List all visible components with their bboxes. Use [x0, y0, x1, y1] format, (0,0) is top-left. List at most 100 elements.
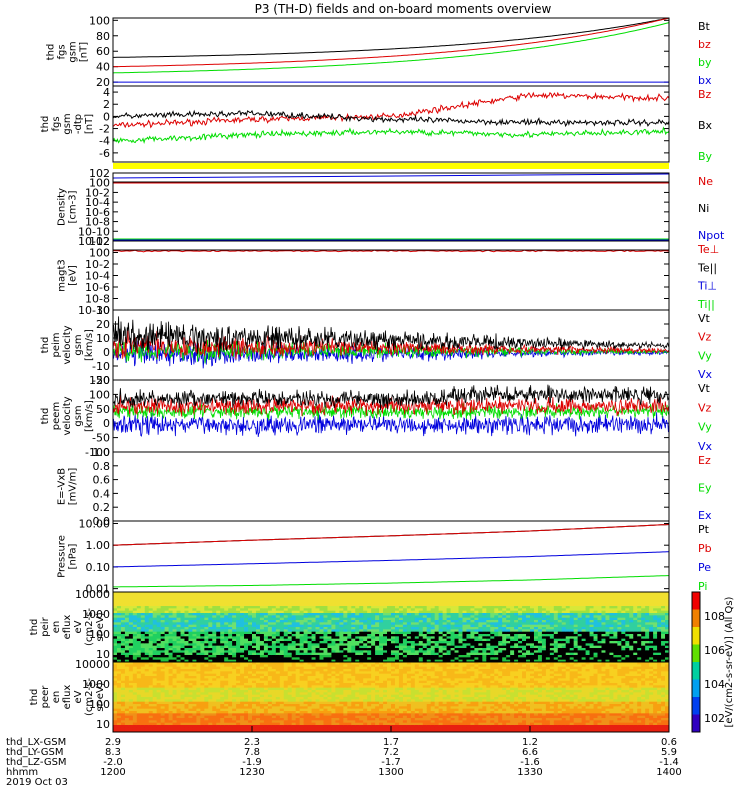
ylabel-peer: en: [51, 691, 62, 704]
ytick-label: 0.2: [93, 501, 111, 514]
ytick-label: 1000: [82, 608, 110, 621]
ytick-label: 30: [96, 304, 110, 317]
series-line-Bt: [113, 17, 670, 58]
xaxis-value: 2.9: [105, 737, 121, 748]
legend-efield: Ex: [698, 509, 712, 522]
legend-density: Ne: [698, 175, 713, 188]
ytick-label: 2: [103, 98, 110, 111]
xaxis-value: 7.2: [383, 747, 399, 758]
ytick-label: 80: [96, 30, 110, 43]
legend-peim: Vt: [698, 312, 711, 325]
panel-peem: thd peem velocity gsm [km/s] -100-50 050 100150…: [40, 374, 713, 459]
ytick-label: 0.6: [93, 474, 111, 487]
ytick-label: 50: [96, 403, 110, 416]
series-line-bz: [112, 17, 670, 68]
panel-fgs: thd fgs gsm [nT] 20 40 60 80 100 Bt bz by bx: [46, 14, 712, 89]
ylabel-pressure: Pressure: [57, 535, 68, 578]
ytick-label: 100: [89, 247, 110, 260]
ytick-label: 1000: [82, 678, 110, 691]
series-line-Bz: [112, 91, 670, 129]
ytick-label: 10-2: [85, 186, 110, 199]
ytick-label: 0.8: [93, 460, 111, 473]
ylabel-fgs: thd: [46, 44, 57, 61]
ytick-label: 10-4: [85, 196, 110, 209]
ytick-label: 150: [89, 374, 110, 387]
legend-efield: Ez: [698, 454, 711, 467]
panel-frame: [112, 520, 670, 593]
ytick-label: 10-4: [85, 270, 110, 283]
colorbar-tick: 102: [704, 712, 725, 725]
ylabel-peem: [km/s]: [84, 400, 95, 432]
ytick-label: 1.0: [93, 446, 111, 459]
ylabel-fgs: [nT]: [79, 42, 90, 62]
data-gap-bar: [113, 163, 669, 169]
ylabel-fgs: gsm: [68, 41, 79, 62]
ylabel-peim: peim: [51, 332, 62, 357]
colorbar-frame: [691, 591, 701, 733]
series-line-By: [112, 126, 670, 144]
ylabel-temp: [eV]: [68, 265, 79, 286]
xaxis-date: 2019 Oct 03: [6, 777, 68, 788]
legend-temp: Te⊥: [697, 243, 719, 256]
legend-density: Ni: [698, 202, 709, 215]
ylabel-peim: thd: [40, 337, 51, 354]
series-line-Vz: [112, 329, 670, 360]
legend-fgs-dlp: Bx: [698, 119, 713, 132]
ytick-label: -10: [92, 360, 110, 373]
ytick-label: 0.4: [93, 487, 111, 500]
series-line-Pi: [113, 575, 669, 588]
colorbar: 102 104 106 108 [eV/(cm2-s-sr-eV)] (All Qs): [691, 591, 735, 733]
ytick-label: 10000: [75, 588, 110, 601]
xaxis-value: 6.6: [522, 747, 538, 758]
ytick-label: 4: [103, 86, 110, 99]
ytick-label: 0: [103, 110, 110, 123]
xaxis-row-label: thd_LX-GSM: [6, 737, 66, 748]
ylabel-fgs-dlp: [nT]: [84, 114, 95, 134]
ytick-label: 20: [96, 318, 110, 331]
legend-fgs: bx: [698, 74, 712, 87]
ylabel-fgs: fgs: [57, 44, 68, 59]
ylabel-fgs-dlp: gsm: [62, 113, 73, 134]
ylabel-peer: thd: [29, 689, 40, 706]
xaxis-value: 1400: [656, 767, 681, 778]
series-line-Vy: [112, 403, 670, 421]
xaxis-row-label: thd_LY-GSM: [6, 747, 63, 758]
panel-peir: thd peir en eflux eV (cm2-s-sr-eV) 10 100 1000 10…: [29, 588, 670, 663]
xaxis-value: 1230: [239, 767, 264, 778]
series-line-by: [112, 22, 670, 74]
ylabel-fgs-dlp: -dtp: [73, 114, 84, 134]
xaxis-value: 7.8: [244, 747, 260, 758]
ylabel-peim: velocity: [62, 325, 73, 364]
ylabel-peem: velocity: [62, 396, 73, 435]
ytick-label: 10: [96, 332, 110, 345]
ytick-label: 100: [89, 388, 110, 401]
ytick-label: 10-6: [85, 206, 110, 219]
ylabel-peir: (cm2-s-: [84, 608, 95, 646]
ytick-label: 100: [89, 14, 110, 27]
legend-peem: Vx: [698, 440, 713, 453]
colorbar-label: [eV/(cm2-s-sr-eV)] (All Qs): [724, 596, 735, 727]
xaxis-value: -2.0: [103, 757, 123, 768]
ytick-label: 10.00: [79, 517, 111, 530]
ytick-label: -6: [99, 147, 110, 160]
ylabel-peir: eflux: [62, 615, 73, 640]
ytick-label: 1.00: [86, 539, 111, 552]
ytick-label: 0.10: [86, 561, 111, 574]
ytick-label: 0: [103, 417, 110, 430]
ylabel-peim: gsm: [73, 334, 84, 355]
colorbar-tick: 108: [704, 610, 725, 623]
ylabel-peim: [km/s]: [84, 329, 95, 361]
legend-peim: Vz: [698, 331, 712, 344]
ytick-label: 0.0: [93, 515, 111, 528]
legend-peim: Vy: [698, 349, 712, 362]
legend-fgs: bz: [698, 38, 711, 51]
panel-peer: thd peer en eflux eV (cm2-s-sr-eV) 10 100 1000 10…: [29, 658, 670, 733]
ytick-label: 10000: [75, 658, 110, 671]
legend-fgs-dlp: By: [698, 150, 713, 163]
series-line-Vz: [112, 394, 670, 417]
figure-title: P3 (TH-D) fields and on-board moments ov…: [255, 2, 552, 16]
xaxis-row-label: hhmm: [6, 767, 38, 778]
